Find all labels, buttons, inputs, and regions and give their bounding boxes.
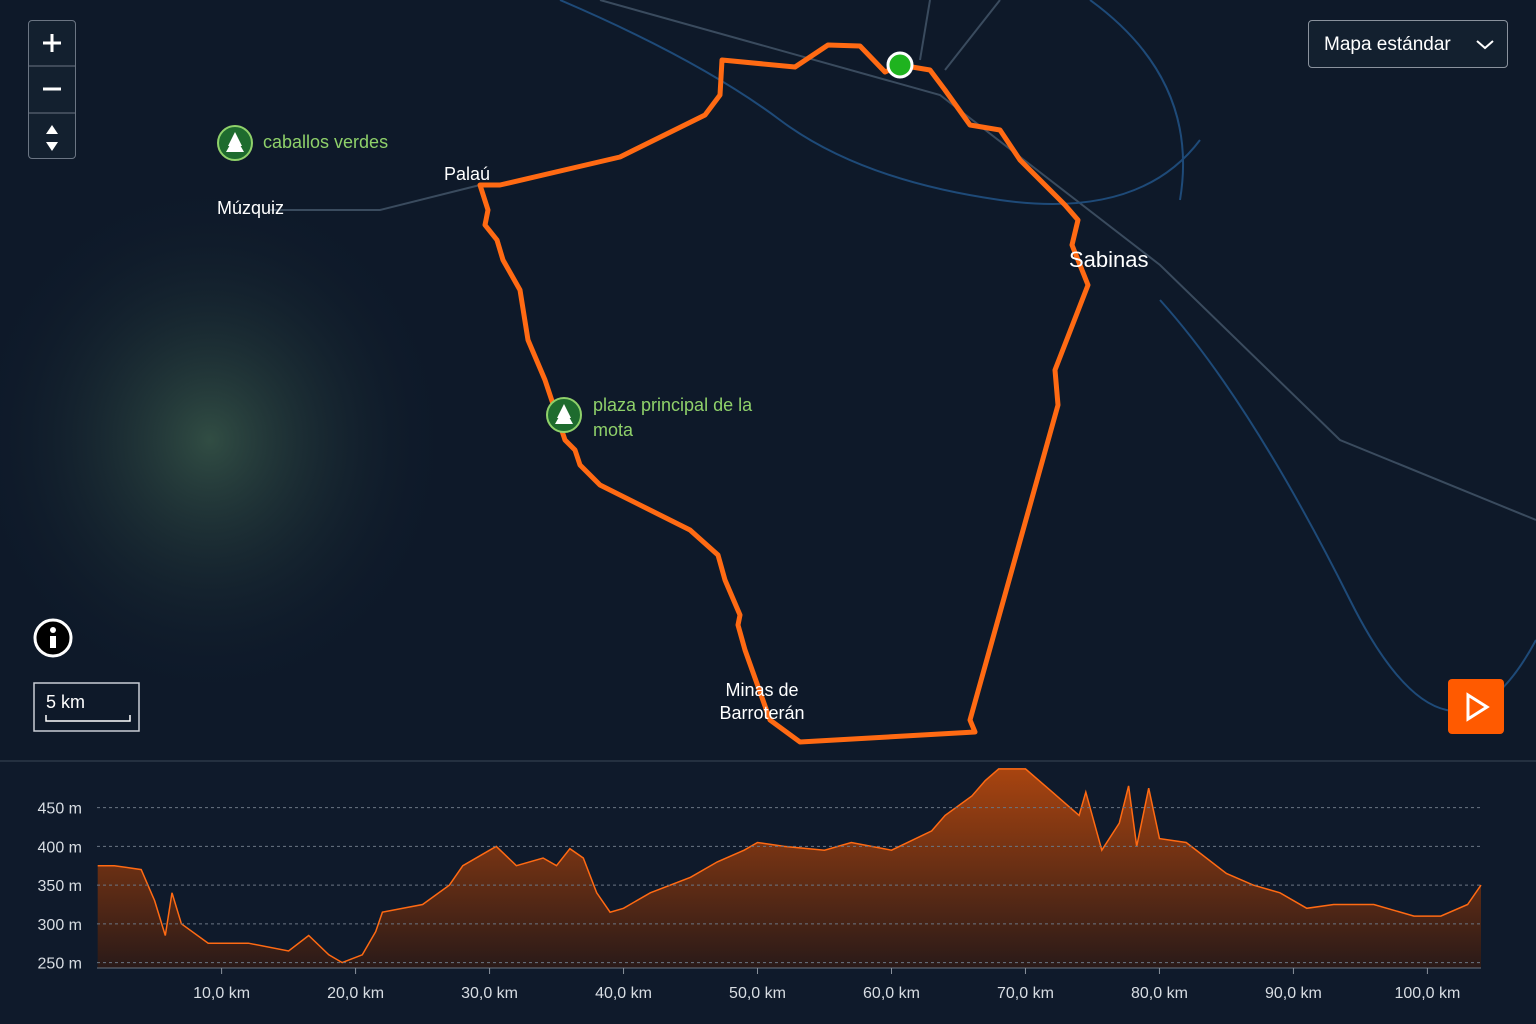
play-button[interactable]	[1448, 679, 1504, 734]
chevron	[1476, 40, 1494, 50]
y-tick-label: 250 m	[38, 956, 82, 973]
y-tick-label: 450 m	[38, 801, 82, 818]
y-tick-label: 300 m	[38, 917, 82, 934]
zoom-icons	[29, 34, 75, 151]
poi-label[interactable]: plaza principal de la mota	[593, 395, 753, 440]
y-tick-label: 400 m	[38, 839, 82, 856]
y-tick-label: 350 m	[38, 878, 82, 895]
x-tick-label: 100,0 km	[1395, 985, 1461, 1002]
place-label: Sabinas	[1069, 247, 1149, 272]
road	[599, 0, 1536, 521]
route	[477, 42, 1091, 745]
map-style-dropdown[interactable]: Mapa estándar	[1308, 20, 1508, 68]
tree-icon	[555, 404, 573, 424]
info-icon	[50, 636, 56, 648]
tilt[interactable]	[46, 125, 58, 151]
x-tick-label: 40,0 km	[595, 985, 652, 1002]
play-icon	[1466, 692, 1490, 722]
place-label: Minas de Barroterán	[719, 680, 805, 723]
scale-label: 5 km	[46, 692, 85, 712]
road	[270, 184, 481, 211]
poi-label[interactable]: caballos verdes	[263, 132, 389, 152]
x-tick-label: 90,0 km	[1265, 985, 1322, 1002]
info-icon	[50, 627, 56, 633]
x-tick-label: 30,0 km	[461, 985, 518, 1002]
x-tick-label: 60,0 km	[863, 985, 920, 1002]
x-tick-label: 70,0 km	[997, 985, 1054, 1002]
tree-icon	[226, 132, 244, 152]
x-tick-label: 10,0 km	[193, 985, 250, 1002]
map-style-label: Mapa estándar	[1324, 34, 1451, 55]
elevation-line	[97, 768, 1482, 964]
zoom-controls	[28, 20, 76, 159]
scale-line	[45, 715, 131, 722]
elevation-chart: 250 m 300 m 350 m 400 m 450 m 10,0 km 20,0 km 3…	[38, 768, 1482, 1002]
road	[919, 0, 1001, 71]
zoom-in[interactable]	[43, 34, 61, 52]
x-tick-label: 20,0 km	[327, 985, 384, 1002]
place-label: Palaú	[444, 164, 491, 184]
place-label: Múzquiz	[217, 198, 285, 218]
start-marker[interactable]	[886, 51, 914, 79]
terrain	[0, 180, 450, 700]
elevation-area	[97, 768, 1481, 968]
scale-bar	[33, 682, 140, 732]
x-tick-label: 50,0 km	[729, 985, 786, 1002]
x-tick-label: 80,0 km	[1131, 985, 1188, 1002]
